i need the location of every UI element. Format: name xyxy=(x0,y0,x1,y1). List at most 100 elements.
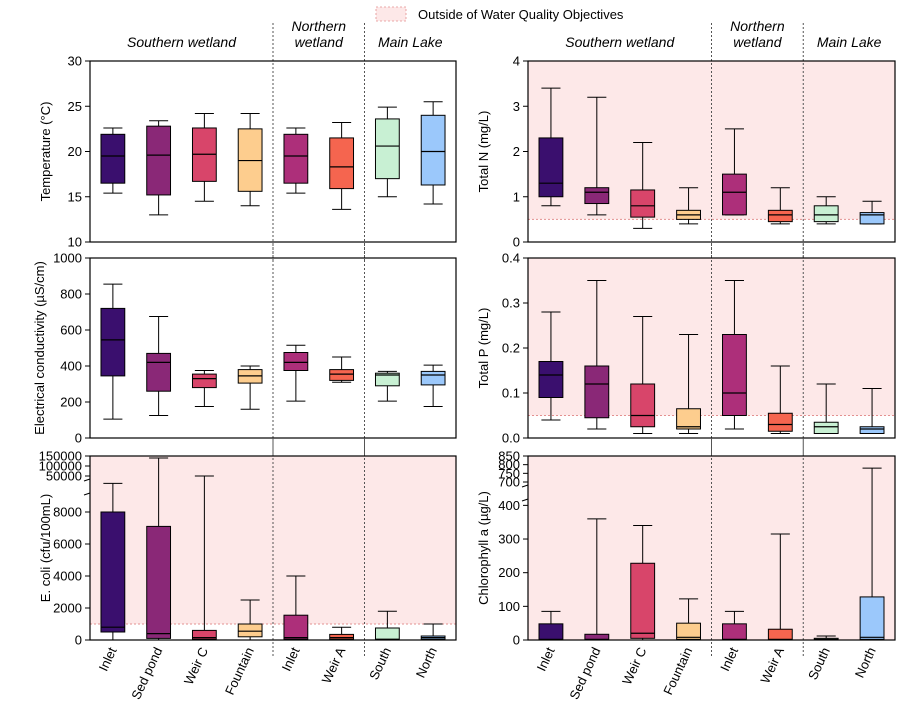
box-inlet xyxy=(722,280,747,430)
y-axis-label: Temperature (°C) xyxy=(38,102,53,202)
y-tick-label: 200 xyxy=(498,565,520,580)
iqr-box xyxy=(146,525,172,639)
y-axis-label: Total P (mg/L) xyxy=(476,308,491,389)
box-weir-c xyxy=(630,316,656,434)
iqr-box xyxy=(146,352,172,392)
box-inlet xyxy=(100,482,126,641)
box-north xyxy=(859,467,885,641)
x-tick-label: South xyxy=(805,645,833,682)
iqr-box xyxy=(676,408,701,430)
x-tick-label: Inlet xyxy=(717,645,741,674)
x-tick-label: Sed pond xyxy=(566,645,603,702)
box-inlet xyxy=(722,610,747,641)
box-fountain xyxy=(237,599,263,641)
box-inlet xyxy=(538,311,564,421)
box-sed-pond xyxy=(584,96,610,216)
y-tick-label: 30 xyxy=(68,54,82,69)
y-tick-label: 800 xyxy=(498,457,520,472)
x-tick-label: Weir A xyxy=(757,645,787,686)
iqr-box xyxy=(538,623,564,641)
box-fountain xyxy=(676,334,701,434)
iqr-box xyxy=(813,205,839,223)
iqr-box xyxy=(374,118,400,180)
y-tick-label: 0.1 xyxy=(502,386,520,401)
iqr-box xyxy=(630,189,656,218)
x-tick-label: Inlet xyxy=(279,645,303,674)
y-tick-label: 25 xyxy=(68,99,82,114)
y-tick-label: 800 xyxy=(60,287,82,302)
iqr-box xyxy=(420,114,446,186)
y-tick-label: 400 xyxy=(60,359,82,374)
box-south xyxy=(374,610,400,641)
iqr-box xyxy=(538,137,564,198)
iqr-box xyxy=(374,372,400,387)
x-tick-label: North xyxy=(413,645,440,680)
x-tick-label: Weir A xyxy=(319,645,349,686)
box-weir-a xyxy=(767,365,793,434)
box-south xyxy=(374,106,400,198)
iqr-box xyxy=(767,412,793,432)
y-tick-label: 0.3 xyxy=(502,296,520,311)
x-tick-label: North xyxy=(852,645,879,680)
y-tick-label: 100 xyxy=(498,599,520,614)
group-header-main: Main Lake xyxy=(378,34,443,50)
group-header-northern: wetland xyxy=(295,34,344,50)
iqr-box xyxy=(538,361,564,398)
box-inlet xyxy=(100,283,126,420)
y-tick-label: 850 xyxy=(498,449,520,464)
iqr-box xyxy=(676,622,701,640)
box-north xyxy=(420,623,446,641)
iqr-box xyxy=(630,562,656,639)
group-header-northern: wetland xyxy=(733,34,782,50)
box-inlet xyxy=(100,127,126,194)
box-sed-pond xyxy=(584,280,610,430)
y-tick-label: 100000 xyxy=(39,459,82,474)
y-tick-label: 20 xyxy=(68,144,82,159)
group-header-northern: Northern xyxy=(292,18,347,34)
iqr-box xyxy=(329,369,355,381)
y-tick-label: 2 xyxy=(513,144,520,159)
box-weir-c xyxy=(630,525,656,641)
iqr-box xyxy=(722,173,747,216)
iqr-box xyxy=(329,633,355,640)
box-north xyxy=(859,200,885,225)
iqr-box xyxy=(584,633,610,641)
panel-temperature: 10 15 20 25 30 Temperature (°C) Southern wetla… xyxy=(38,18,457,260)
iqr-box xyxy=(100,511,126,633)
iqr-box xyxy=(767,628,793,641)
iqr-box xyxy=(374,627,400,641)
x-tick-label: Fountain xyxy=(660,645,695,697)
iqr-box xyxy=(420,370,446,386)
y-tick-label: 2000 xyxy=(53,601,82,616)
plot-frame xyxy=(89,455,457,641)
box-weir-c xyxy=(191,370,217,407)
legend-swatch xyxy=(375,6,407,22)
iqr-box xyxy=(584,187,610,205)
box-weir-a xyxy=(329,626,355,641)
y-tick-label: 200 xyxy=(60,395,82,410)
box-weir-c xyxy=(630,141,656,229)
y-tick-label: 6000 xyxy=(53,537,82,552)
box-weir-c xyxy=(191,112,217,202)
iqr-box xyxy=(329,137,355,190)
x-tick-label: Sed pond xyxy=(128,645,165,702)
plot-frame xyxy=(527,455,896,641)
x-tick-label: Fountain xyxy=(222,645,257,697)
y-tick-label: 0 xyxy=(75,633,82,648)
y-tick-label: 0.2 xyxy=(502,341,520,356)
x-tick-label: Inlet xyxy=(96,645,120,674)
box-inlet xyxy=(722,128,747,216)
x-tick-label: South xyxy=(366,645,394,682)
legend-label: Outside of Water Quality Objectives xyxy=(418,7,624,22)
y-axis-label: Chlorophyll a (µg/L) xyxy=(476,491,491,605)
box-sed-pond xyxy=(146,120,172,216)
box-weir-c xyxy=(191,475,217,641)
y-tick-label: 15 xyxy=(68,189,82,204)
group-header-main: Main Lake xyxy=(817,34,882,50)
y-tick-label: 0.0 xyxy=(502,431,520,446)
iqr-box xyxy=(722,623,747,641)
y-tick-label: 150000 xyxy=(39,449,82,464)
panel-conductivity: 0 200 400 600 800 1000 Electrical conductivity… xyxy=(32,240,457,456)
